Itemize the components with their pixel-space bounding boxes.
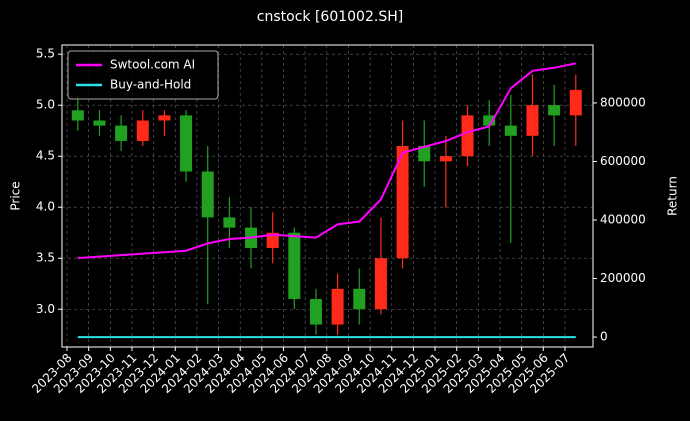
y-tick-label: 3.5 [36,251,55,265]
candle-body [353,288,366,310]
y-tick-label: 4.0 [36,200,55,214]
candle-body [180,115,193,172]
y2-tick-label: 0 [600,330,608,344]
candle-body [439,156,452,162]
y-tick-label: 5.5 [36,47,55,61]
candle-body [71,110,84,121]
candle-body [461,115,474,157]
candle-body [93,120,106,126]
candle-body [569,89,582,116]
candle-body [158,115,171,121]
candle-body [374,258,387,310]
y2-tick-label: 400000 [600,212,646,226]
y-tick-label: 4.5 [36,149,55,163]
candle-body [136,120,149,141]
legend-box [67,50,219,100]
candle-body [288,232,301,300]
candle-body [309,299,322,325]
candle-body [418,146,431,162]
y2-tick-label: 200000 [600,271,646,285]
candle-body [504,125,517,136]
plot-frame [61,44,594,348]
y2-tick-label: 800000 [600,95,646,109]
legend-label: Swtool.com AI [110,58,195,72]
y2-axis-label: Return [666,176,680,216]
candle-body [115,125,128,141]
y-tick-label: 5.0 [36,98,55,112]
y-tick-label: 3.0 [36,302,55,316]
chart-title: cnstock [601002.SH] [257,9,403,25]
candle-body [331,288,344,325]
y-axis-label: Price [9,181,23,210]
candle-body [548,105,561,116]
y2-tick-label: 600000 [600,154,646,168]
candle-body [526,105,539,136]
candle-body [483,115,496,126]
line-series [77,62,576,259]
candle-body [396,146,409,259]
candle-body [223,217,236,228]
legend-label: Buy-and-Hold [110,78,191,92]
candle-body [266,232,279,249]
candle-body [201,171,214,218]
